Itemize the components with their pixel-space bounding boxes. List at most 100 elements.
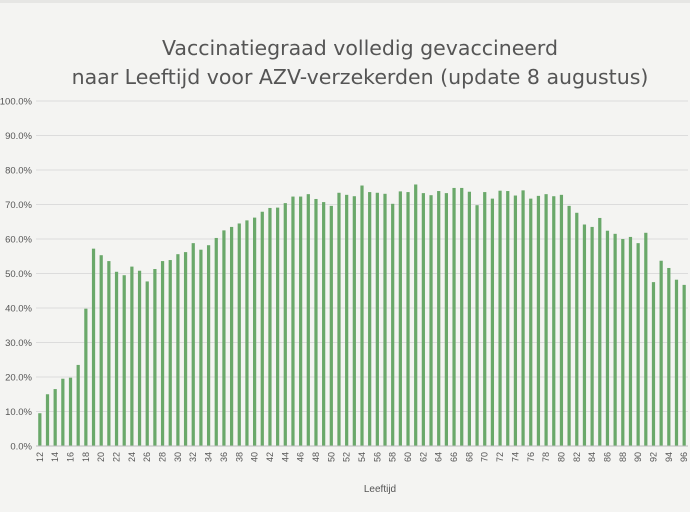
bar — [183, 252, 188, 446]
bar — [306, 194, 310, 446]
bar — [429, 195, 433, 446]
bar — [276, 207, 280, 446]
bar — [360, 185, 364, 446]
x-tick-label: 68 — [464, 452, 474, 462]
bar — [559, 194, 564, 446]
bar — [45, 394, 50, 446]
x-tick-label: 72 — [495, 452, 505, 462]
y-tick-label: 60.0% — [5, 235, 32, 246]
bar — [314, 198, 318, 446]
bar — [91, 248, 96, 446]
bar — [682, 284, 686, 446]
x-tick-label: 54 — [357, 452, 367, 462]
x-tick-label: 22 — [112, 452, 122, 462]
bar — [38, 413, 42, 446]
y-tick-label: 40.0% — [5, 304, 32, 315]
bar — [160, 261, 165, 446]
y-tick-label: 30.0% — [5, 338, 32, 349]
x-tick-label: 46 — [296, 452, 306, 462]
x-tick-label: 96 — [679, 452, 689, 462]
bar — [299, 196, 303, 446]
bar — [84, 308, 88, 446]
bar — [199, 249, 203, 446]
bar — [628, 236, 633, 446]
bar — [291, 196, 295, 446]
bar — [529, 198, 533, 446]
bar — [452, 187, 456, 446]
bar — [145, 281, 149, 446]
bar — [598, 217, 602, 446]
bar — [567, 205, 571, 446]
x-tick-label: 20 — [96, 452, 106, 462]
bar — [176, 254, 180, 446]
bar — [421, 193, 425, 446]
y-tick-label: 20.0% — [5, 373, 32, 384]
bar — [345, 194, 349, 446]
bar — [667, 267, 671, 446]
y-tick-label: 80.0% — [5, 166, 32, 177]
bar — [590, 226, 594, 446]
bar — [644, 232, 648, 446]
x-tick-label: 32 — [188, 452, 198, 462]
x-tick-label: 38 — [234, 452, 244, 462]
x-tick-label: 62 — [418, 452, 428, 462]
y-tick-label: 90.0% — [5, 131, 32, 142]
x-tick-label: 66 — [449, 452, 459, 462]
y-tick-label: 70.0% — [5, 200, 32, 211]
bar — [283, 203, 287, 446]
bar — [53, 389, 57, 446]
bar — [406, 192, 410, 446]
bar — [352, 196, 356, 446]
bar — [437, 191, 441, 446]
bar — [168, 260, 172, 446]
bar — [229, 226, 234, 446]
bar — [498, 190, 502, 446]
x-tick-label: 26 — [142, 452, 152, 462]
y-axis-ticks: 0.0% 10.0% 20.0% 30.0% 40.0% 50.0% 60.0% 70.0% 8… — [0, 97, 33, 453]
x-tick-label: 42 — [265, 452, 275, 462]
bar — [605, 230, 610, 446]
bar — [475, 205, 479, 446]
bar — [513, 195, 518, 446]
bar — [191, 243, 195, 446]
bar — [260, 211, 264, 446]
bar — [651, 282, 656, 446]
bar — [268, 207, 272, 446]
bar — [214, 237, 218, 446]
y-tick-label: 100.0% — [0, 97, 33, 108]
chart-title: Vaccinatiegraad volledig gevaccineerd na… — [30, 34, 690, 92]
bar — [398, 191, 402, 446]
bar — [506, 191, 510, 446]
bar — [99, 255, 103, 446]
bar — [659, 260, 663, 446]
bar — [130, 266, 134, 446]
bar — [253, 217, 257, 446]
bar — [383, 193, 387, 446]
x-tick-label: 90 — [633, 452, 643, 462]
bar — [153, 269, 157, 446]
bar — [329, 205, 333, 446]
bar — [222, 230, 226, 446]
bar — [414, 184, 418, 447]
x-tick-label: 64 — [434, 452, 444, 462]
x-tick-label: 40 — [250, 452, 260, 462]
bar — [61, 378, 65, 446]
bar — [521, 190, 525, 446]
bar — [552, 196, 556, 446]
bar — [636, 243, 640, 446]
x-tick-label: 60 — [403, 452, 413, 462]
bar — [490, 198, 495, 446]
x-tick-label: 86 — [602, 452, 612, 462]
x-tick-label: 28 — [158, 452, 168, 462]
bar — [237, 223, 241, 446]
x-tick-label: 16 — [66, 452, 76, 462]
chart-title-line-2: naar Leeftijd voor AZV-verzekerden (upda… — [71, 65, 649, 89]
bar — [107, 261, 111, 446]
bar — [467, 191, 471, 446]
x-tick-label: 80 — [556, 452, 566, 462]
x-axis-label: Leeftijd — [364, 484, 396, 495]
bar — [68, 377, 73, 446]
x-tick-label: 94 — [664, 452, 674, 462]
x-tick-label: 92 — [648, 452, 658, 462]
bar — [245, 220, 249, 446]
